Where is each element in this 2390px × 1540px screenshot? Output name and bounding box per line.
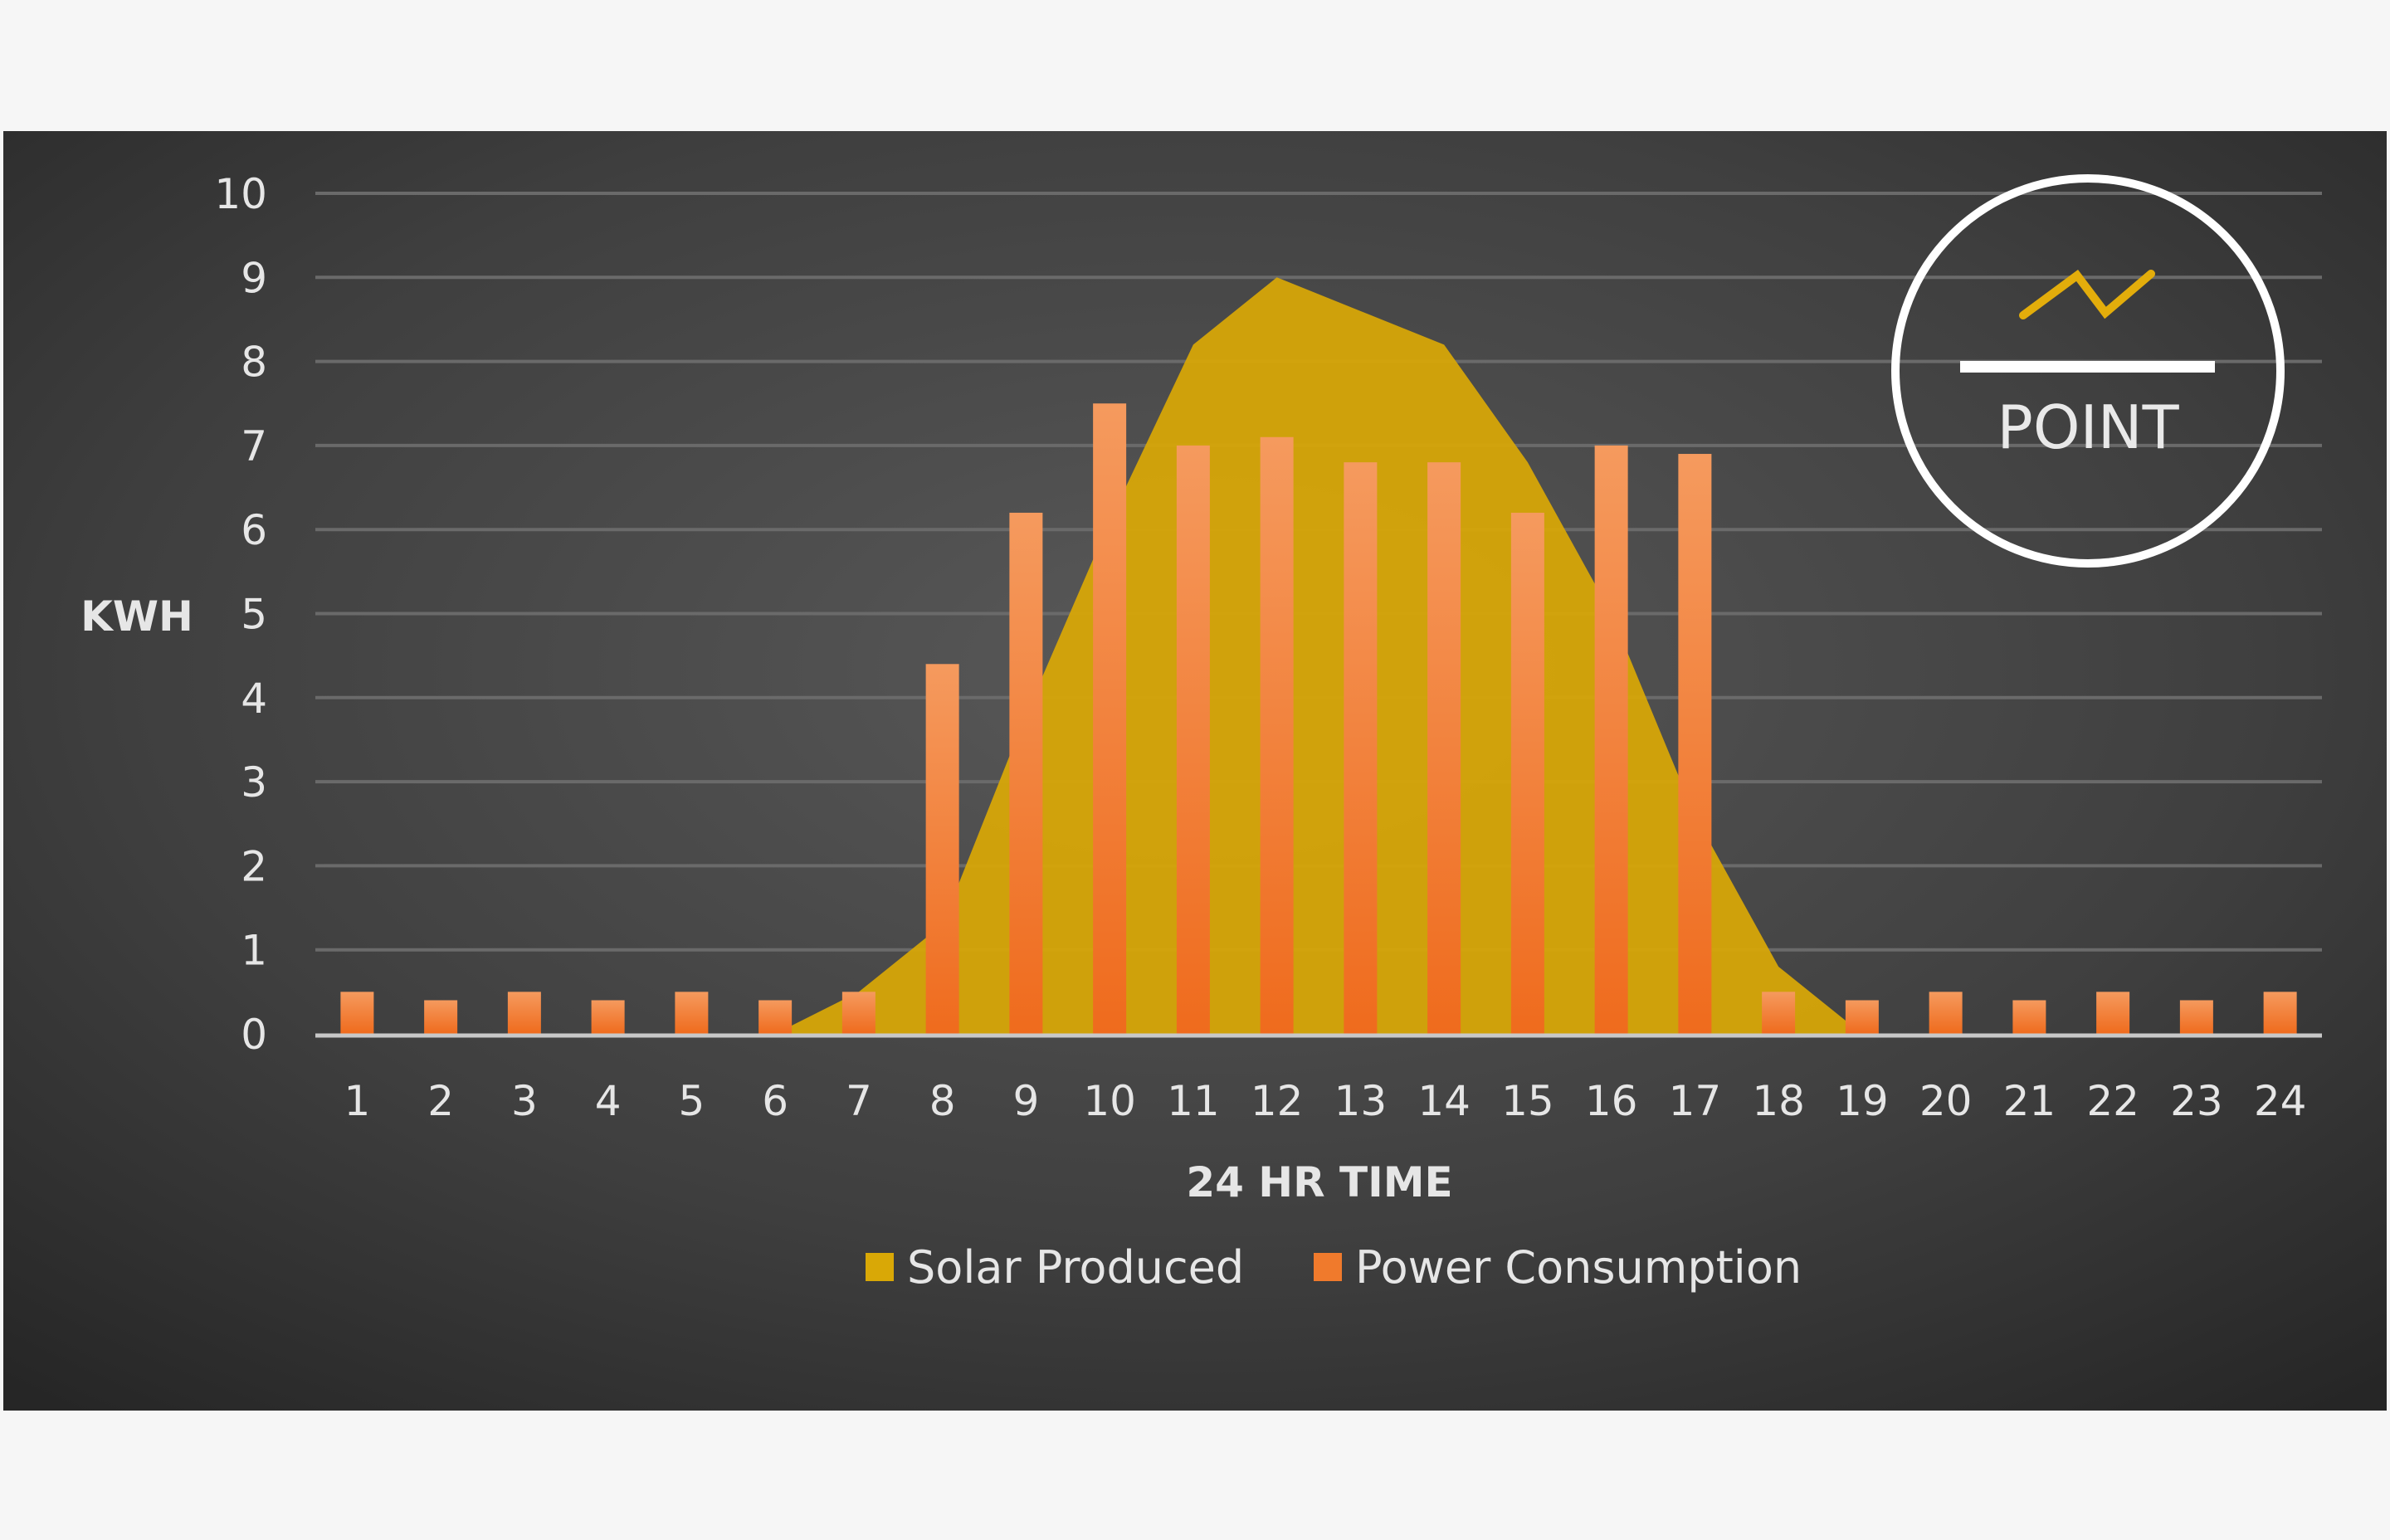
consumption-bar: [340, 992, 374, 1034]
x-tick-label: 21: [2003, 1077, 2056, 1125]
x-tick-label: 1: [344, 1077, 370, 1125]
x-tick-label: 2: [427, 1077, 454, 1125]
x-tick-label: 10: [1083, 1077, 1136, 1125]
solar-produced-area: [357, 277, 2280, 1034]
consumption-bar: [1510, 512, 1544, 1034]
consumption-bar: [1344, 462, 1378, 1034]
consumption-bar-layer: [340, 403, 2297, 1034]
consumption-bar: [675, 992, 709, 1034]
legend-label-consumption: Power Consumption: [1355, 1241, 1802, 1294]
x-tick-label: 7: [846, 1077, 872, 1125]
consumption-bar: [591, 1000, 625, 1034]
consumption-bar: [1845, 1000, 1879, 1034]
x-tick-label: 13: [1334, 1077, 1388, 1125]
y-axis-title: KWH: [80, 592, 193, 641]
consumption-bar: [1427, 462, 1461, 1034]
y-tick-label: 4: [241, 675, 267, 723]
consumption-bar: [1260, 436, 1294, 1034]
logo-text: POINT: [1997, 392, 2179, 462]
consumption-bar: [2096, 992, 2130, 1034]
x-tick-label: 22: [2086, 1077, 2139, 1125]
y-tick-label: 8: [241, 339, 267, 387]
consumption-bar: [1009, 512, 1043, 1034]
y-tick-label: 5: [241, 591, 267, 639]
x-tick-label: 20: [1919, 1077, 1973, 1125]
consumption-bar: [1594, 445, 1628, 1034]
x-tick-label: 23: [2170, 1077, 2223, 1125]
legend-swatch-consumption: [1314, 1253, 1342, 1281]
consumption-bar: [2179, 1000, 2213, 1034]
logo-underline: [1960, 361, 2215, 373]
y-tick-label: 3: [241, 758, 267, 807]
x-tick-label: 12: [1251, 1077, 1304, 1125]
legend-item-consumption[interactable]: Power Consumption: [1314, 1241, 1802, 1294]
y-tick-labels: 0 1 2 3 4 5 6 7 8 9 10: [214, 170, 267, 1059]
consumption-bar: [1678, 454, 1712, 1034]
x-tick-label: 17: [1669, 1077, 1722, 1125]
x-tick-label: 18: [1752, 1077, 1805, 1125]
x-tick-label: 15: [1501, 1077, 1554, 1125]
consumption-bar: [1176, 445, 1210, 1034]
consumption-bar: [1929, 992, 1963, 1034]
consumption-bar: [507, 992, 541, 1034]
x-tick-label: 9: [1012, 1077, 1039, 1125]
consumption-bar: [1093, 403, 1127, 1034]
x-tick-label: 3: [511, 1077, 538, 1125]
x-tick-label: 24: [2254, 1077, 2307, 1125]
y-tick-label: 6: [241, 506, 267, 554]
logo-circle: [1891, 174, 2285, 568]
consumption-bar: [841, 992, 876, 1034]
y-tick-label: 0: [241, 1011, 267, 1059]
y-tick-label: 2: [241, 842, 267, 890]
x-tick-label: 5: [678, 1077, 705, 1125]
solar-area-layer: [357, 277, 2280, 1034]
legend-label-solar: Solar Produced: [907, 1241, 1244, 1294]
consumption-bar: [925, 664, 959, 1034]
consumption-bar: [2263, 992, 2297, 1034]
x-tick-label: 6: [762, 1077, 788, 1125]
x-tick-label: 8: [929, 1077, 956, 1125]
x-tick-label: 14: [1417, 1077, 1471, 1125]
legend-item-solar[interactable]: Solar Produced: [866, 1241, 1244, 1294]
y-tick-label: 10: [214, 170, 267, 218]
point-logo: POINT: [1891, 174, 2285, 568]
legend-swatch-solar: [866, 1253, 894, 1281]
y-tick-label: 9: [241, 254, 267, 302]
x-tick-labels: 1 2 3 4 5 6 7 8 9 10 11 12 13 14 15 16 17 18 19 20 21 22 23 24: [344, 1077, 2306, 1125]
x-axis-title: 24 HR TIME: [1186, 1158, 1452, 1206]
x-tick-label: 4: [595, 1077, 622, 1125]
x-tick-label: 11: [1167, 1077, 1220, 1125]
zigzag-line-icon: [2019, 270, 2155, 319]
y-tick-label: 7: [241, 422, 267, 470]
consumption-bar: [758, 1000, 793, 1034]
consumption-bar: [424, 1000, 458, 1034]
consumption-bar: [2012, 1000, 2046, 1034]
legend: Solar Produced Power Consumption: [866, 1241, 1802, 1294]
x-tick-label: 16: [1585, 1077, 1638, 1125]
x-tick-label: 19: [1836, 1077, 1889, 1125]
consumption-bar: [1762, 992, 1796, 1034]
y-tick-label: 1: [241, 927, 267, 975]
